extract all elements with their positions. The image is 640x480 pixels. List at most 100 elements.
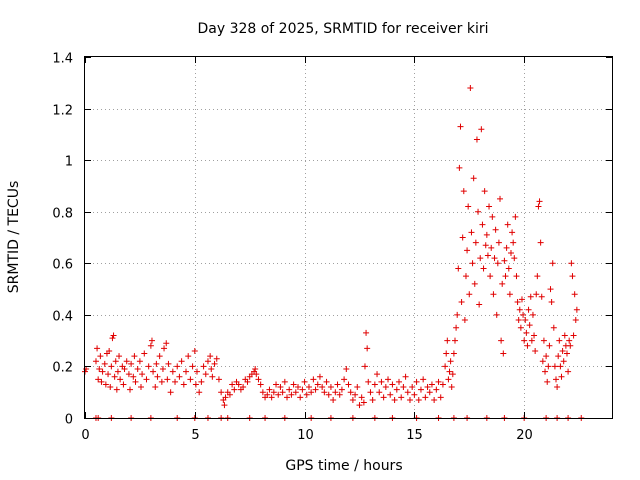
data-point [371, 381, 378, 388]
data-point [99, 368, 106, 375]
data-point [544, 378, 551, 385]
data-point [546, 342, 553, 349]
data-point [365, 378, 372, 385]
data-point [202, 371, 209, 378]
data-point [404, 389, 411, 396]
data-point [367, 389, 374, 396]
data-point [520, 311, 527, 318]
data-point [396, 378, 403, 385]
data-point [378, 378, 385, 385]
data-point [556, 337, 563, 344]
x-tick-label: 10 [297, 428, 314, 443]
data-point [266, 386, 273, 393]
data-point [513, 273, 520, 280]
data-point [125, 371, 132, 378]
tick-labels: 0 0.2 0.4 0.6 0.8 1 1.2 1.4 0 5 10 15 20 [52, 52, 532, 444]
data-point [303, 391, 310, 398]
data-point [517, 324, 524, 331]
data-point [277, 384, 284, 391]
data-point [499, 280, 506, 287]
data-point [492, 226, 499, 233]
data-point [473, 136, 480, 143]
data-point [180, 381, 187, 388]
data-point [164, 376, 171, 383]
data-point [204, 358, 211, 365]
data-point [468, 229, 475, 236]
data-point [148, 337, 155, 344]
data-point [208, 366, 215, 373]
data-point [554, 384, 561, 391]
data-point [534, 273, 541, 280]
data-point [96, 366, 103, 373]
data-point [398, 394, 405, 401]
data-point [374, 371, 381, 378]
data-point [571, 291, 578, 298]
data-point [443, 350, 450, 357]
x-axis-label: GPS time / hours [285, 458, 402, 474]
data-point [487, 273, 494, 280]
axis-ticks [85, 57, 612, 419]
data-point [457, 123, 464, 130]
data-point [95, 376, 102, 383]
data-point [358, 394, 365, 401]
data-point [461, 317, 468, 324]
data-point [290, 381, 297, 388]
data-point [123, 358, 130, 365]
data-point [305, 384, 312, 391]
data-point [376, 389, 383, 396]
data-point [221, 402, 228, 409]
data-point [270, 389, 277, 396]
data-point [445, 376, 452, 383]
data-point [442, 363, 449, 370]
data-point [435, 378, 442, 385]
data-point [478, 126, 485, 133]
data-point [169, 368, 176, 375]
data-point [163, 340, 170, 347]
data-point [572, 317, 579, 324]
data-point [462, 273, 469, 280]
data-point [352, 391, 359, 398]
data-point [455, 265, 462, 272]
data-point [498, 337, 505, 344]
data-point [529, 311, 536, 318]
data-point [393, 386, 400, 393]
data-point [522, 317, 529, 324]
data-point [356, 402, 363, 409]
data-point [460, 188, 467, 195]
data-point [288, 391, 295, 398]
data-point [174, 363, 181, 370]
data-point [532, 347, 539, 354]
data-point [382, 384, 389, 391]
data-point [284, 394, 291, 401]
data-point [458, 298, 465, 305]
data-point [281, 378, 288, 385]
y-tick-label: 1 [65, 155, 73, 170]
data-point [491, 255, 498, 262]
data-point [542, 368, 549, 375]
data-point [235, 381, 242, 388]
data-point [98, 378, 105, 385]
data-point [211, 360, 218, 367]
data-point [505, 265, 512, 272]
data-point [336, 391, 343, 398]
data-point [347, 389, 354, 396]
data-point [472, 239, 479, 246]
data-point [476, 301, 483, 308]
data-point [292, 389, 299, 396]
data-point [192, 381, 199, 388]
data-point [323, 378, 330, 385]
data-point [165, 360, 172, 367]
data-point [360, 399, 367, 406]
data-point [391, 396, 398, 403]
data-point [504, 221, 511, 228]
data-points [82, 84, 585, 421]
data-point [490, 291, 497, 298]
y-tick-label: 1.4 [52, 52, 73, 67]
data-point [480, 265, 487, 272]
data-point [479, 221, 486, 228]
data-point [240, 384, 247, 391]
data-point [523, 329, 530, 336]
data-point [158, 378, 165, 385]
data-point [196, 389, 203, 396]
data-point [102, 381, 109, 388]
